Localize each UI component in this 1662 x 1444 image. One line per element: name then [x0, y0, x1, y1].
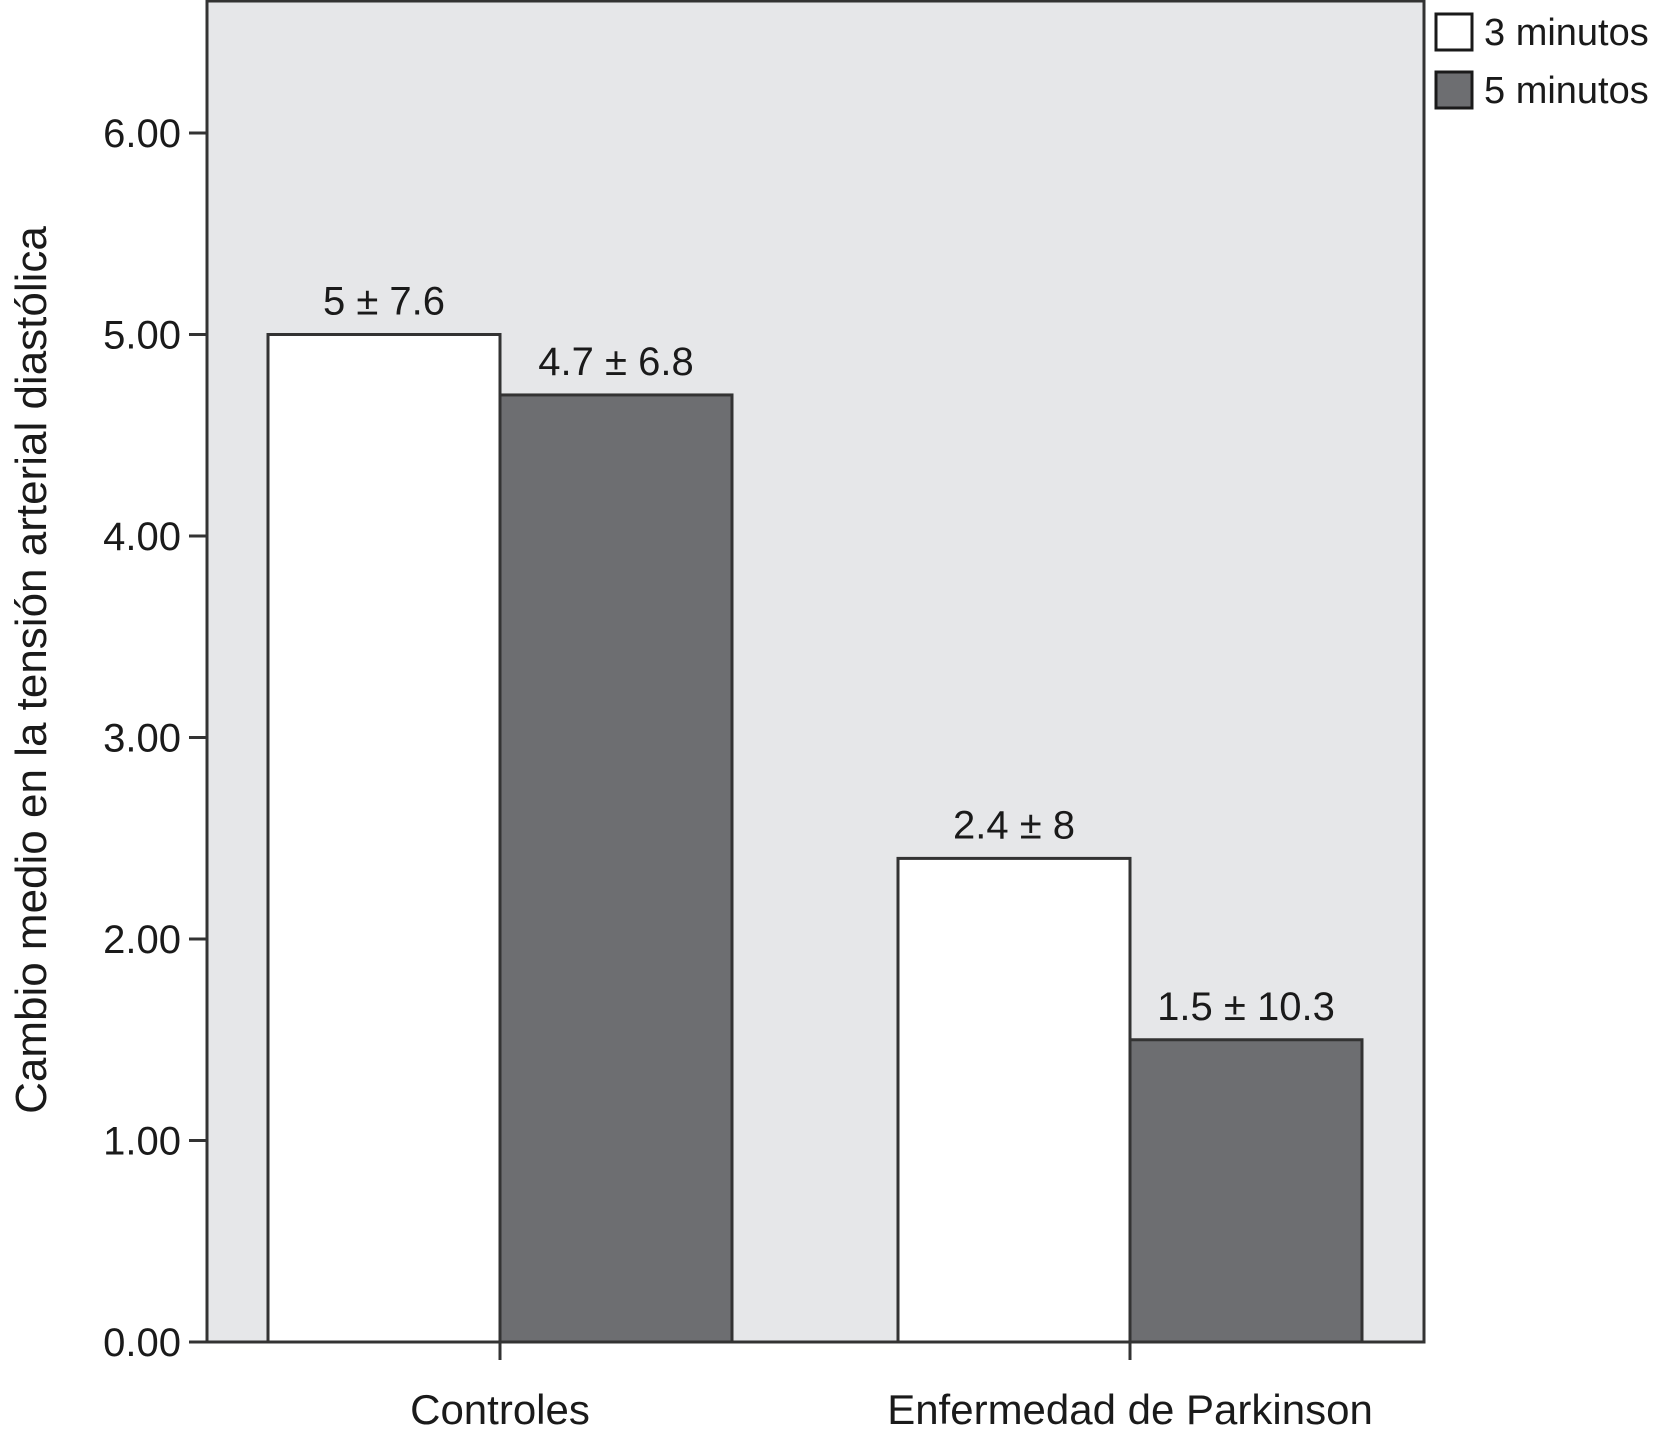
bar-5min-controles: [498, 393, 734, 1344]
bar-value-label: 5 ± 7.6: [323, 280, 445, 324]
bar-3min-controles: [266, 333, 502, 1344]
bar-labels-group: 5 ± 7.6 4.7 ± 6.8 2.4 ± 8 1.5 ± 10.3: [323, 280, 1335, 1029]
legend-swatch: [1434, 12, 1474, 52]
legend-label: 5 minutos: [1484, 70, 1649, 112]
bars-group: [266, 333, 1364, 1344]
legend-swatch: [1434, 70, 1474, 110]
y-tick-label: 6.00: [103, 112, 181, 156]
x-category-label: Controles: [410, 1386, 590, 1433]
y-tick-label: 0.00: [103, 1321, 181, 1365]
bar-value-label: 4.7 ± 6.8: [538, 340, 693, 384]
bar-3min-parkinson: [896, 856, 1132, 1344]
bar-value-label: 1.5 ± 10.3: [1157, 985, 1335, 1029]
y-tick-label: 3.00: [103, 717, 181, 761]
y-tick-label: 1.00: [103, 1120, 181, 1164]
legend: 3 minutos 5 minutos: [1434, 12, 1649, 112]
legend-label: 3 minutos: [1484, 12, 1649, 54]
y-tick-label: 4.00: [103, 515, 181, 559]
y-tick-label: 2.00: [103, 918, 181, 962]
y-tick-label: 5.00: [103, 314, 181, 358]
bar-5min-parkinson: [1128, 1038, 1364, 1344]
y-axis: 0.00 1.00 2.00 3.00 4.00 5.00 6.00: [103, 112, 207, 1365]
x-category-label: Enfermedad de Parkinson: [887, 1386, 1373, 1433]
y-axis-title: Cambio medio en la tensión arterial dias…: [7, 226, 56, 1114]
bar-value-label: 2.4 ± 8: [953, 803, 1075, 847]
x-axis: Controles Enfermedad de Parkinson: [410, 1342, 1373, 1433]
